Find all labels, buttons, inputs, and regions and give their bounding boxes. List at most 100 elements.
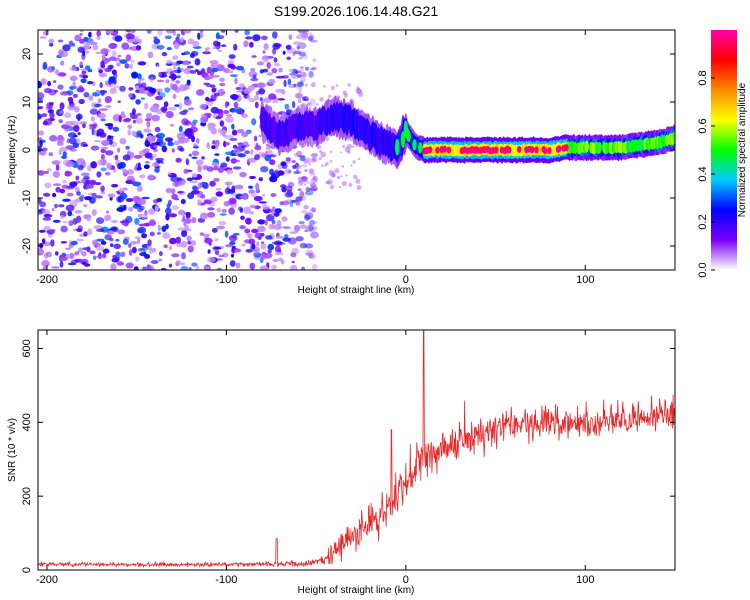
noise-blob: [83, 203, 88, 208]
noise-blob: [136, 130, 142, 136]
noise-blob: [131, 130, 137, 137]
spectrogram-x-tick-label: 0: [403, 274, 409, 286]
noise-blob: [326, 179, 333, 185]
noise-blob: [173, 140, 180, 146]
noise-blob: [132, 195, 141, 202]
noise-blob: [38, 229, 46, 233]
noise-blob: [82, 123, 86, 129]
noise-blob: [316, 144, 322, 150]
noise-blob: [65, 160, 75, 168]
noise-blob: [321, 164, 324, 167]
noise-blob: [176, 260, 181, 264]
noise-blob: [310, 231, 319, 239]
noise-blob: [102, 248, 110, 254]
noise-blob: [147, 239, 152, 247]
noise-blob: [106, 210, 109, 214]
noise-blob: [151, 114, 161, 122]
noise-blob: [77, 164, 84, 171]
noise-blob: [87, 165, 92, 172]
colorbar-ticks: 0.0 0.2 0.4 0.6 0.8: [697, 70, 715, 278]
noise-blob: [305, 225, 314, 232]
noise-blob: [271, 264, 277, 270]
noise-blob: [72, 93, 78, 98]
noise-blob: [119, 192, 128, 200]
noise-blob: [136, 167, 142, 171]
noise-blob: [53, 183, 62, 187]
noise-blob: [78, 74, 88, 78]
noise-blob: [299, 242, 307, 249]
noise-blob: [132, 246, 137, 254]
noise-blob: [308, 70, 314, 78]
noise-blob: [79, 30, 84, 33]
noise-blob: [39, 201, 47, 208]
noise-blob: [197, 32, 201, 40]
noise-blob: [181, 229, 188, 238]
noise-blob: [154, 205, 159, 212]
noise-blob: [262, 55, 269, 63]
noise-blob: [235, 262, 241, 269]
noise-blob: [271, 211, 275, 217]
noise-blob: [276, 235, 285, 239]
noise-blob: [108, 42, 118, 50]
snr-y-tick-label: 200: [21, 487, 33, 505]
noise-blob: [183, 67, 192, 75]
noise-blob: [161, 145, 168, 153]
noise-blob: [149, 231, 155, 237]
noise-blob: [194, 58, 201, 66]
noise-blob: [112, 85, 121, 89]
noise-blob: [38, 250, 43, 254]
noise-blob: [345, 174, 348, 177]
noise-blob: [203, 199, 213, 205]
noise-blob: [42, 120, 48, 126]
noise-blob: [297, 69, 305, 72]
noise-blob: [187, 241, 191, 245]
noise-blob: [196, 138, 200, 144]
noise-blob: [57, 134, 64, 141]
noise-blob: [100, 153, 105, 161]
noise-blob: [206, 114, 211, 119]
noise-blob: [82, 261, 87, 265]
noise-blob: [100, 240, 107, 245]
noise-blob: [96, 217, 105, 225]
noise-blob: [112, 126, 120, 132]
noise-blob: [161, 106, 167, 114]
noise-blob: [88, 95, 94, 101]
noise-blob: [277, 98, 286, 101]
noise-blob: [117, 162, 122, 170]
noise-blob: [79, 38, 85, 44]
noise-blob: [214, 238, 219, 242]
noise-blob: [52, 80, 57, 83]
noise-blob: [156, 79, 165, 83]
noise-blob: [347, 143, 353, 149]
noise-blob: [240, 112, 244, 116]
noise-blob: [58, 49, 64, 57]
noise-blob: [249, 211, 255, 215]
noise-blob: [139, 174, 146, 179]
noise-blob: [167, 141, 174, 147]
noise-blob: [262, 203, 268, 210]
noise-blob: [273, 62, 281, 67]
noise-blob: [153, 38, 161, 45]
noise-blob: [308, 34, 315, 41]
noise-blob: [165, 35, 172, 40]
noise-blob: [121, 170, 131, 174]
noise-blob: [108, 76, 116, 83]
noise-blob: [225, 151, 233, 156]
figure-title: S199.2026.106.14.48.G21: [274, 3, 438, 19]
noise-blob: [156, 64, 161, 68]
noise-blob: [272, 42, 281, 50]
noise-blob: [284, 234, 289, 238]
noise-blob: [120, 111, 125, 118]
noise-blob: [309, 40, 318, 43]
noise-blob: [181, 252, 186, 260]
noise-blob: [55, 69, 60, 76]
noise-blob: [303, 159, 309, 164]
noise-blob: [264, 150, 269, 156]
noise-blob: [191, 150, 200, 157]
noise-blob: [66, 185, 76, 189]
noise-blob: [248, 98, 256, 103]
noise-blob: [303, 204, 309, 210]
snr-plot-area: [38, 330, 675, 570]
noise-blob: [254, 154, 260, 161]
noise-blob: [130, 30, 136, 34]
